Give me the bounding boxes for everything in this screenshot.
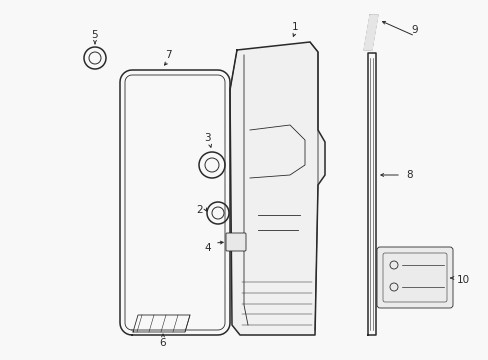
FancyBboxPatch shape	[382, 253, 446, 302]
Text: 2: 2	[196, 205, 203, 215]
Polygon shape	[229, 42, 325, 335]
FancyBboxPatch shape	[225, 233, 245, 251]
Text: 8: 8	[406, 170, 412, 180]
Text: 10: 10	[455, 275, 468, 285]
FancyBboxPatch shape	[376, 247, 452, 308]
Text: 9: 9	[411, 25, 417, 35]
Text: 5: 5	[92, 30, 98, 40]
Text: 7: 7	[164, 50, 171, 60]
Text: 3: 3	[203, 133, 210, 143]
Polygon shape	[363, 15, 377, 50]
Text: 4: 4	[204, 243, 211, 253]
Text: 1: 1	[291, 22, 298, 32]
Text: 6: 6	[160, 338, 166, 348]
